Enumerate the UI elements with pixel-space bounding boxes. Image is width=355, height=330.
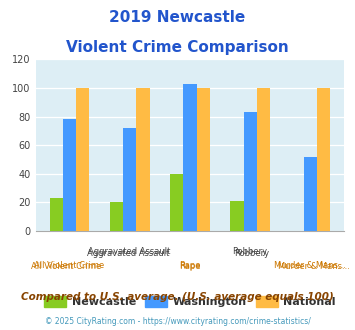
- Text: Murder & Mans...: Murder & Mans...: [278, 262, 349, 271]
- Text: Rape: Rape: [179, 262, 201, 271]
- Bar: [63, 119, 76, 231]
- Text: Aggravated Assault: Aggravated Assault: [88, 248, 171, 256]
- Text: Aggravated Assault: Aggravated Assault: [87, 249, 169, 258]
- Bar: [304, 157, 317, 231]
- Text: Compared to U.S. average. (U.S. average equals 100): Compared to U.S. average. (U.S. average …: [21, 292, 334, 302]
- Bar: [257, 88, 270, 231]
- Text: Robbery: Robbery: [234, 249, 269, 258]
- Bar: [136, 88, 149, 231]
- Bar: [244, 112, 257, 231]
- Text: Murder & Mans...: Murder & Mans...: [274, 261, 346, 270]
- Legend: Newcastle, Washington, National: Newcastle, Washington, National: [39, 291, 340, 312]
- Bar: [50, 198, 63, 231]
- Text: Robbery: Robbery: [233, 248, 268, 256]
- Bar: [197, 88, 210, 231]
- Text: © 2025 CityRating.com - https://www.cityrating.com/crime-statistics/: © 2025 CityRating.com - https://www.city…: [45, 317, 310, 326]
- Text: 2019 Newcastle: 2019 Newcastle: [109, 10, 246, 25]
- Bar: [317, 88, 330, 231]
- Bar: [170, 174, 183, 231]
- Text: All Violent Crime: All Violent Crime: [31, 262, 102, 271]
- Bar: [123, 128, 136, 231]
- Bar: [183, 84, 197, 231]
- Text: Rape: Rape: [179, 261, 201, 270]
- Bar: [110, 202, 123, 231]
- Bar: [76, 88, 89, 231]
- Bar: [230, 201, 244, 231]
- Text: All Violent Crime: All Violent Crime: [34, 261, 104, 270]
- Text: Violent Crime Comparison: Violent Crime Comparison: [66, 40, 289, 54]
